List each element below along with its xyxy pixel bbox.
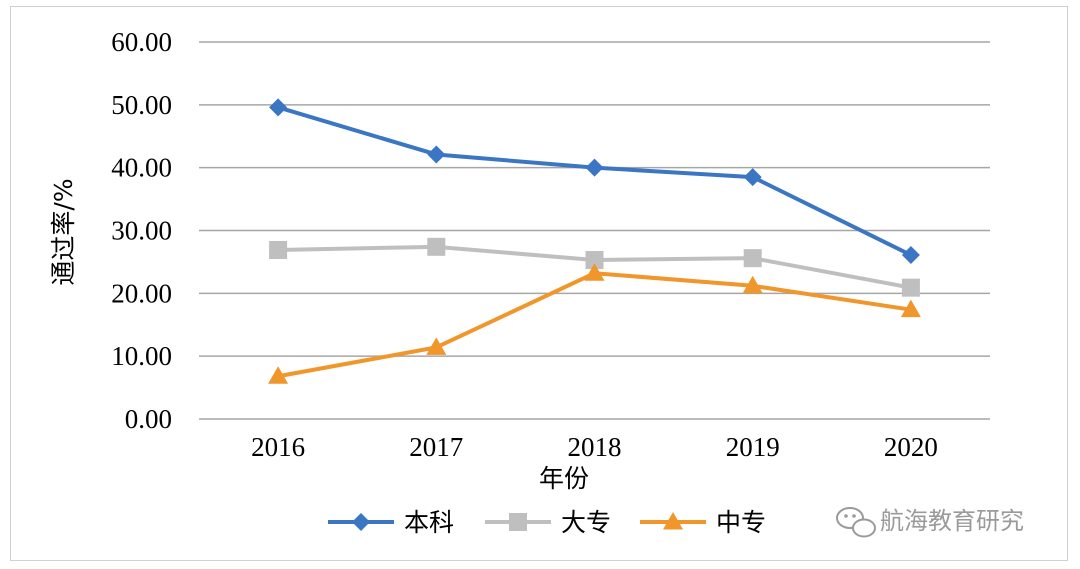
legend-item: 本科 bbox=[328, 508, 454, 537]
legend-label: 中专 bbox=[716, 508, 766, 537]
y-tick-label: 0.00 bbox=[125, 404, 172, 434]
x-tick-label: 2017 bbox=[409, 432, 463, 462]
series-line bbox=[277, 105, 912, 257]
y-tick-label: 30.00 bbox=[111, 216, 172, 246]
x-axis-title: 年份 bbox=[539, 464, 589, 493]
gridlines bbox=[199, 41, 990, 420]
legend-marker bbox=[509, 513, 527, 531]
data-point bbox=[268, 366, 289, 384]
series-triangle bbox=[268, 263, 921, 384]
legend: 本科 大专 中专 bbox=[328, 508, 766, 537]
series-square bbox=[269, 237, 920, 297]
data-point bbox=[901, 278, 920, 297]
y-axis-ticks: 0.00 10.00 20.00 30.00 40.00 50.00 60.00 bbox=[111, 27, 172, 434]
legend-label: 大专 bbox=[561, 508, 611, 537]
y-tick-label: 20.00 bbox=[111, 278, 172, 308]
data-point bbox=[742, 275, 763, 294]
data-point bbox=[585, 251, 604, 270]
x-tick-label: 2019 bbox=[726, 432, 780, 462]
data-point bbox=[427, 145, 446, 164]
legend-item: 大专 bbox=[485, 508, 611, 537]
y-tick-label: 60.00 bbox=[111, 27, 172, 57]
legend-marker bbox=[663, 512, 683, 530]
data-point bbox=[269, 240, 288, 259]
x-tick-label: 2016 bbox=[251, 432, 305, 462]
series-lines bbox=[268, 98, 921, 384]
legend-item: 中专 bbox=[640, 508, 766, 537]
y-tick-label: 40.00 bbox=[111, 153, 172, 183]
data-point bbox=[269, 98, 288, 117]
watermark-text: 航海教育研究 bbox=[880, 507, 1024, 535]
y-axis-title: 通过率/% bbox=[49, 178, 78, 285]
data-point bbox=[743, 249, 762, 268]
legend-marker bbox=[352, 513, 370, 531]
data-point bbox=[427, 237, 446, 256]
wechat-icon bbox=[836, 507, 876, 538]
y-tick-label: 10.00 bbox=[111, 341, 172, 371]
data-point bbox=[900, 299, 921, 318]
data-point bbox=[901, 246, 920, 265]
data-point bbox=[585, 158, 604, 177]
x-axis-ticks: 2016 2017 2018 2019 2020 bbox=[251, 432, 938, 462]
watermark: 航海教育研究 bbox=[836, 507, 1024, 538]
data-point bbox=[426, 337, 447, 355]
data-point bbox=[584, 263, 605, 281]
legend-label: 本科 bbox=[404, 508, 454, 537]
series-diamond bbox=[269, 98, 920, 265]
series-line bbox=[277, 271, 912, 379]
y-tick-label: 50.00 bbox=[111, 90, 172, 120]
data-point bbox=[743, 168, 762, 187]
x-tick-label: 2018 bbox=[568, 432, 622, 462]
x-tick-label: 2020 bbox=[884, 432, 938, 462]
